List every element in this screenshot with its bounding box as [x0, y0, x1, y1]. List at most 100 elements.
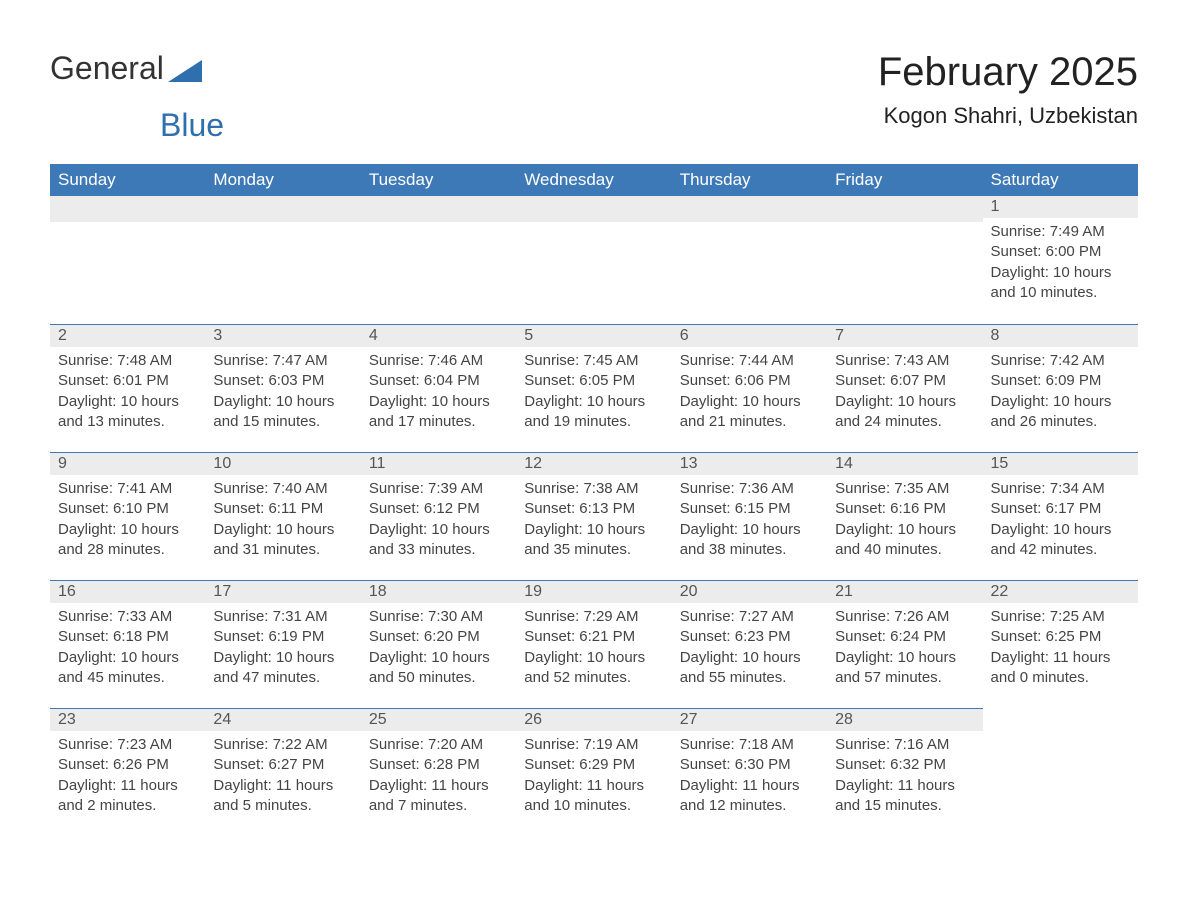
- calendar-day-cell: 27Sunrise: 7:18 AMSunset: 6:30 PMDayligh…: [672, 708, 827, 836]
- calendar-week-row: 1Sunrise: 7:49 AMSunset: 6:00 PMDaylight…: [50, 196, 1138, 324]
- calendar-day-cell: [361, 196, 516, 324]
- calendar-table: SundayMondayTuesdayWednesdayThursdayFrid…: [50, 164, 1138, 836]
- daylight-text: Daylight: 11 hours and 10 minutes.: [524, 776, 663, 817]
- sunset-text: Sunset: 6:15 PM: [680, 499, 819, 519]
- sunset-text: Sunset: 6:10 PM: [58, 499, 197, 519]
- date-number: 11: [361, 452, 516, 475]
- date-number: 20: [672, 580, 827, 603]
- day-details: Sunrise: 7:35 AMSunset: 6:16 PMDaylight:…: [827, 475, 982, 564]
- weekday-header: Thursday: [672, 164, 827, 196]
- empty-date-bar: [205, 196, 360, 222]
- daylight-text: Daylight: 11 hours and 0 minutes.: [991, 648, 1130, 689]
- date-number: 1: [983, 196, 1138, 218]
- calendar-day-cell: 3Sunrise: 7:47 AMSunset: 6:03 PMDaylight…: [205, 324, 360, 452]
- sunrise-text: Sunrise: 7:26 AM: [835, 607, 974, 627]
- date-number: 25: [361, 708, 516, 731]
- day-details: Sunrise: 7:31 AMSunset: 6:19 PMDaylight:…: [205, 603, 360, 692]
- date-number: 10: [205, 452, 360, 475]
- date-number: 19: [516, 580, 671, 603]
- sunset-text: Sunset: 6:00 PM: [991, 242, 1130, 262]
- sunrise-text: Sunrise: 7:16 AM: [835, 735, 974, 755]
- daylight-text: Daylight: 10 hours and 24 minutes.: [835, 392, 974, 433]
- sunrise-text: Sunrise: 7:49 AM: [991, 222, 1130, 242]
- calendar-day-cell: 24Sunrise: 7:22 AMSunset: 6:27 PMDayligh…: [205, 708, 360, 836]
- date-number: 28: [827, 708, 982, 731]
- calendar-page: General February 2025 Kogon Shahri, Uzbe…: [0, 0, 1188, 866]
- weekday-header: Sunday: [50, 164, 205, 196]
- empty-date-bar: [361, 196, 516, 222]
- calendar-day-cell: [827, 196, 982, 324]
- calendar-week-row: 23Sunrise: 7:23 AMSunset: 6:26 PMDayligh…: [50, 708, 1138, 836]
- sunrise-text: Sunrise: 7:42 AM: [991, 351, 1130, 371]
- sunset-text: Sunset: 6:32 PM: [835, 755, 974, 775]
- date-number: 21: [827, 580, 982, 603]
- calendar-day-cell: 4Sunrise: 7:46 AMSunset: 6:04 PMDaylight…: [361, 324, 516, 452]
- calendar-day-cell: [516, 196, 671, 324]
- calendar-day-cell: 7Sunrise: 7:43 AMSunset: 6:07 PMDaylight…: [827, 324, 982, 452]
- calendar-header-row: SundayMondayTuesdayWednesdayThursdayFrid…: [50, 164, 1138, 196]
- calendar-week-row: 9Sunrise: 7:41 AMSunset: 6:10 PMDaylight…: [50, 452, 1138, 580]
- sunset-text: Sunset: 6:20 PM: [369, 627, 508, 647]
- sunset-text: Sunset: 6:26 PM: [58, 755, 197, 775]
- sunrise-text: Sunrise: 7:47 AM: [213, 351, 352, 371]
- date-number: 24: [205, 708, 360, 731]
- sunset-text: Sunset: 6:16 PM: [835, 499, 974, 519]
- date-number: 15: [983, 452, 1138, 475]
- calendar-day-cell: 11Sunrise: 7:39 AMSunset: 6:12 PMDayligh…: [361, 452, 516, 580]
- date-number: 27: [672, 708, 827, 731]
- daylight-text: Daylight: 10 hours and 13 minutes.: [58, 392, 197, 433]
- date-number: 16: [50, 580, 205, 603]
- day-details: Sunrise: 7:20 AMSunset: 6:28 PMDaylight:…: [361, 731, 516, 820]
- day-details: Sunrise: 7:29 AMSunset: 6:21 PMDaylight:…: [516, 603, 671, 692]
- daylight-text: Daylight: 11 hours and 12 minutes.: [680, 776, 819, 817]
- sunrise-text: Sunrise: 7:45 AM: [524, 351, 663, 371]
- weekday-header: Saturday: [983, 164, 1138, 196]
- day-details: Sunrise: 7:26 AMSunset: 6:24 PMDaylight:…: [827, 603, 982, 692]
- day-details: Sunrise: 7:43 AMSunset: 6:07 PMDaylight:…: [827, 347, 982, 436]
- sunset-text: Sunset: 6:18 PM: [58, 627, 197, 647]
- day-details: Sunrise: 7:38 AMSunset: 6:13 PMDaylight:…: [516, 475, 671, 564]
- sunset-text: Sunset: 6:07 PM: [835, 371, 974, 391]
- sunset-text: Sunset: 6:04 PM: [369, 371, 508, 391]
- empty-date-bar: [516, 196, 671, 222]
- sunset-text: Sunset: 6:01 PM: [58, 371, 197, 391]
- date-number: 2: [50, 324, 205, 347]
- calendar-day-cell: 12Sunrise: 7:38 AMSunset: 6:13 PMDayligh…: [516, 452, 671, 580]
- sunset-text: Sunset: 6:23 PM: [680, 627, 819, 647]
- calendar-day-cell: 18Sunrise: 7:30 AMSunset: 6:20 PMDayligh…: [361, 580, 516, 708]
- day-details: Sunrise: 7:39 AMSunset: 6:12 PMDaylight:…: [361, 475, 516, 564]
- sunset-text: Sunset: 6:06 PM: [680, 371, 819, 391]
- sunset-text: Sunset: 6:13 PM: [524, 499, 663, 519]
- sunrise-text: Sunrise: 7:48 AM: [58, 351, 197, 371]
- calendar-week-row: 16Sunrise: 7:33 AMSunset: 6:18 PMDayligh…: [50, 580, 1138, 708]
- sunset-text: Sunset: 6:19 PM: [213, 627, 352, 647]
- date-number: 17: [205, 580, 360, 603]
- sunrise-text: Sunrise: 7:31 AM: [213, 607, 352, 627]
- sunset-text: Sunset: 6:05 PM: [524, 371, 663, 391]
- date-number: 9: [50, 452, 205, 475]
- sunrise-text: Sunrise: 7:46 AM: [369, 351, 508, 371]
- sunrise-text: Sunrise: 7:20 AM: [369, 735, 508, 755]
- date-number: 13: [672, 452, 827, 475]
- sunset-text: Sunset: 6:27 PM: [213, 755, 352, 775]
- daylight-text: Daylight: 10 hours and 57 minutes.: [835, 648, 974, 689]
- calendar-day-cell: 8Sunrise: 7:42 AMSunset: 6:09 PMDaylight…: [983, 324, 1138, 452]
- title-block: February 2025 Kogon Shahri, Uzbekistan: [878, 50, 1138, 129]
- daylight-text: Daylight: 10 hours and 17 minutes.: [369, 392, 508, 433]
- sunrise-text: Sunrise: 7:18 AM: [680, 735, 819, 755]
- sunset-text: Sunset: 6:12 PM: [369, 499, 508, 519]
- date-number: 8: [983, 324, 1138, 347]
- sunset-text: Sunset: 6:28 PM: [369, 755, 508, 775]
- calendar-day-cell: 10Sunrise: 7:40 AMSunset: 6:11 PMDayligh…: [205, 452, 360, 580]
- sunset-text: Sunset: 6:21 PM: [524, 627, 663, 647]
- sunrise-text: Sunrise: 7:36 AM: [680, 479, 819, 499]
- date-number: 14: [827, 452, 982, 475]
- calendar-day-cell: 6Sunrise: 7:44 AMSunset: 6:06 PMDaylight…: [672, 324, 827, 452]
- daylight-text: Daylight: 10 hours and 19 minutes.: [524, 392, 663, 433]
- day-details: Sunrise: 7:22 AMSunset: 6:27 PMDaylight:…: [205, 731, 360, 820]
- day-details: Sunrise: 7:16 AMSunset: 6:32 PMDaylight:…: [827, 731, 982, 820]
- daylight-text: Daylight: 10 hours and 26 minutes.: [991, 392, 1130, 433]
- calendar-day-cell: [205, 196, 360, 324]
- sunset-text: Sunset: 6:17 PM: [991, 499, 1130, 519]
- daylight-text: Daylight: 10 hours and 38 minutes.: [680, 520, 819, 561]
